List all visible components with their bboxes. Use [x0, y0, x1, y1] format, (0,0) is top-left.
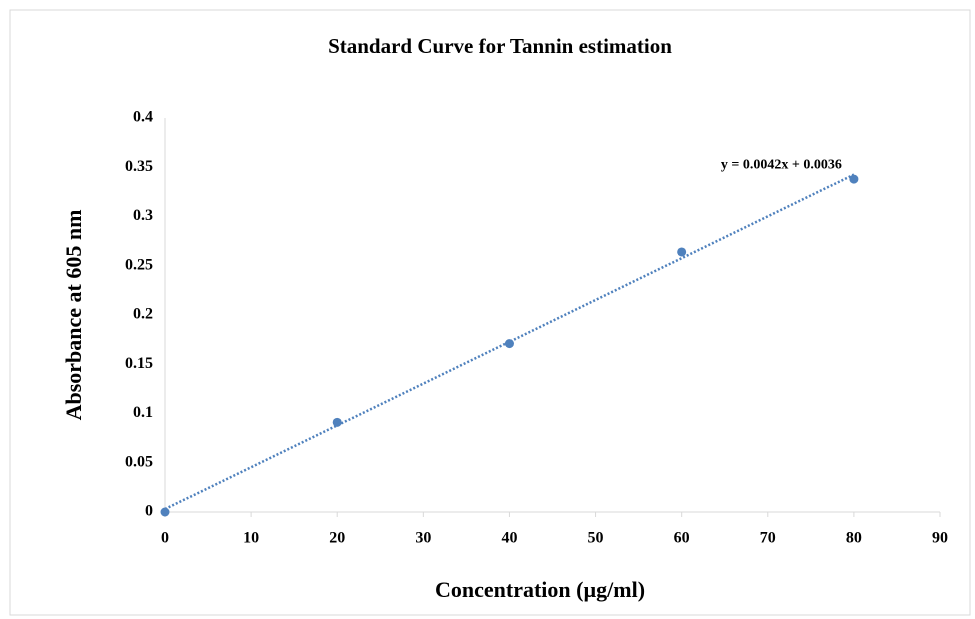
data-point: [504, 339, 514, 349]
y-tick-label: 0.35: [125, 158, 153, 175]
y-tick-label: 0.3: [133, 207, 153, 224]
x-tick-label: 70: [760, 530, 776, 547]
x-tick-label: 10: [243, 530, 259, 547]
chart-frame: [9, 9, 971, 616]
data-point: [849, 174, 859, 184]
x-tick-label: 80: [846, 530, 862, 547]
y-tick-label: 0.05: [125, 453, 153, 470]
y-tick-label: 0.1: [133, 404, 153, 421]
y-tick-label: 0: [145, 503, 153, 520]
trendline-equation: y = 0.0042x + 0.0036: [721, 157, 842, 172]
y-tick-label: 0.25: [125, 256, 153, 273]
x-tick-label: 40: [501, 530, 517, 547]
x-tick-label: 50: [588, 530, 604, 547]
y-tick-label: 0.15: [125, 355, 153, 372]
data-point: [160, 507, 170, 517]
data-point: [332, 417, 342, 427]
y-tick-label: 0.2: [133, 306, 153, 323]
x-tick-label: 0: [161, 530, 169, 547]
x-tick-label: 90: [932, 530, 948, 547]
y-tick-label: 0.4: [133, 109, 153, 126]
x-axis-label: Concentration (µg/ml): [435, 577, 645, 602]
x-tick-label: 20: [329, 530, 345, 547]
data-point: [677, 247, 687, 257]
y-axis-label: Absorbance at 605 nm: [61, 210, 86, 421]
x-tick-label: 60: [674, 530, 690, 547]
chart-title: Standard Curve for Tannin estimation: [328, 34, 672, 58]
x-tick-label: 30: [415, 530, 431, 547]
